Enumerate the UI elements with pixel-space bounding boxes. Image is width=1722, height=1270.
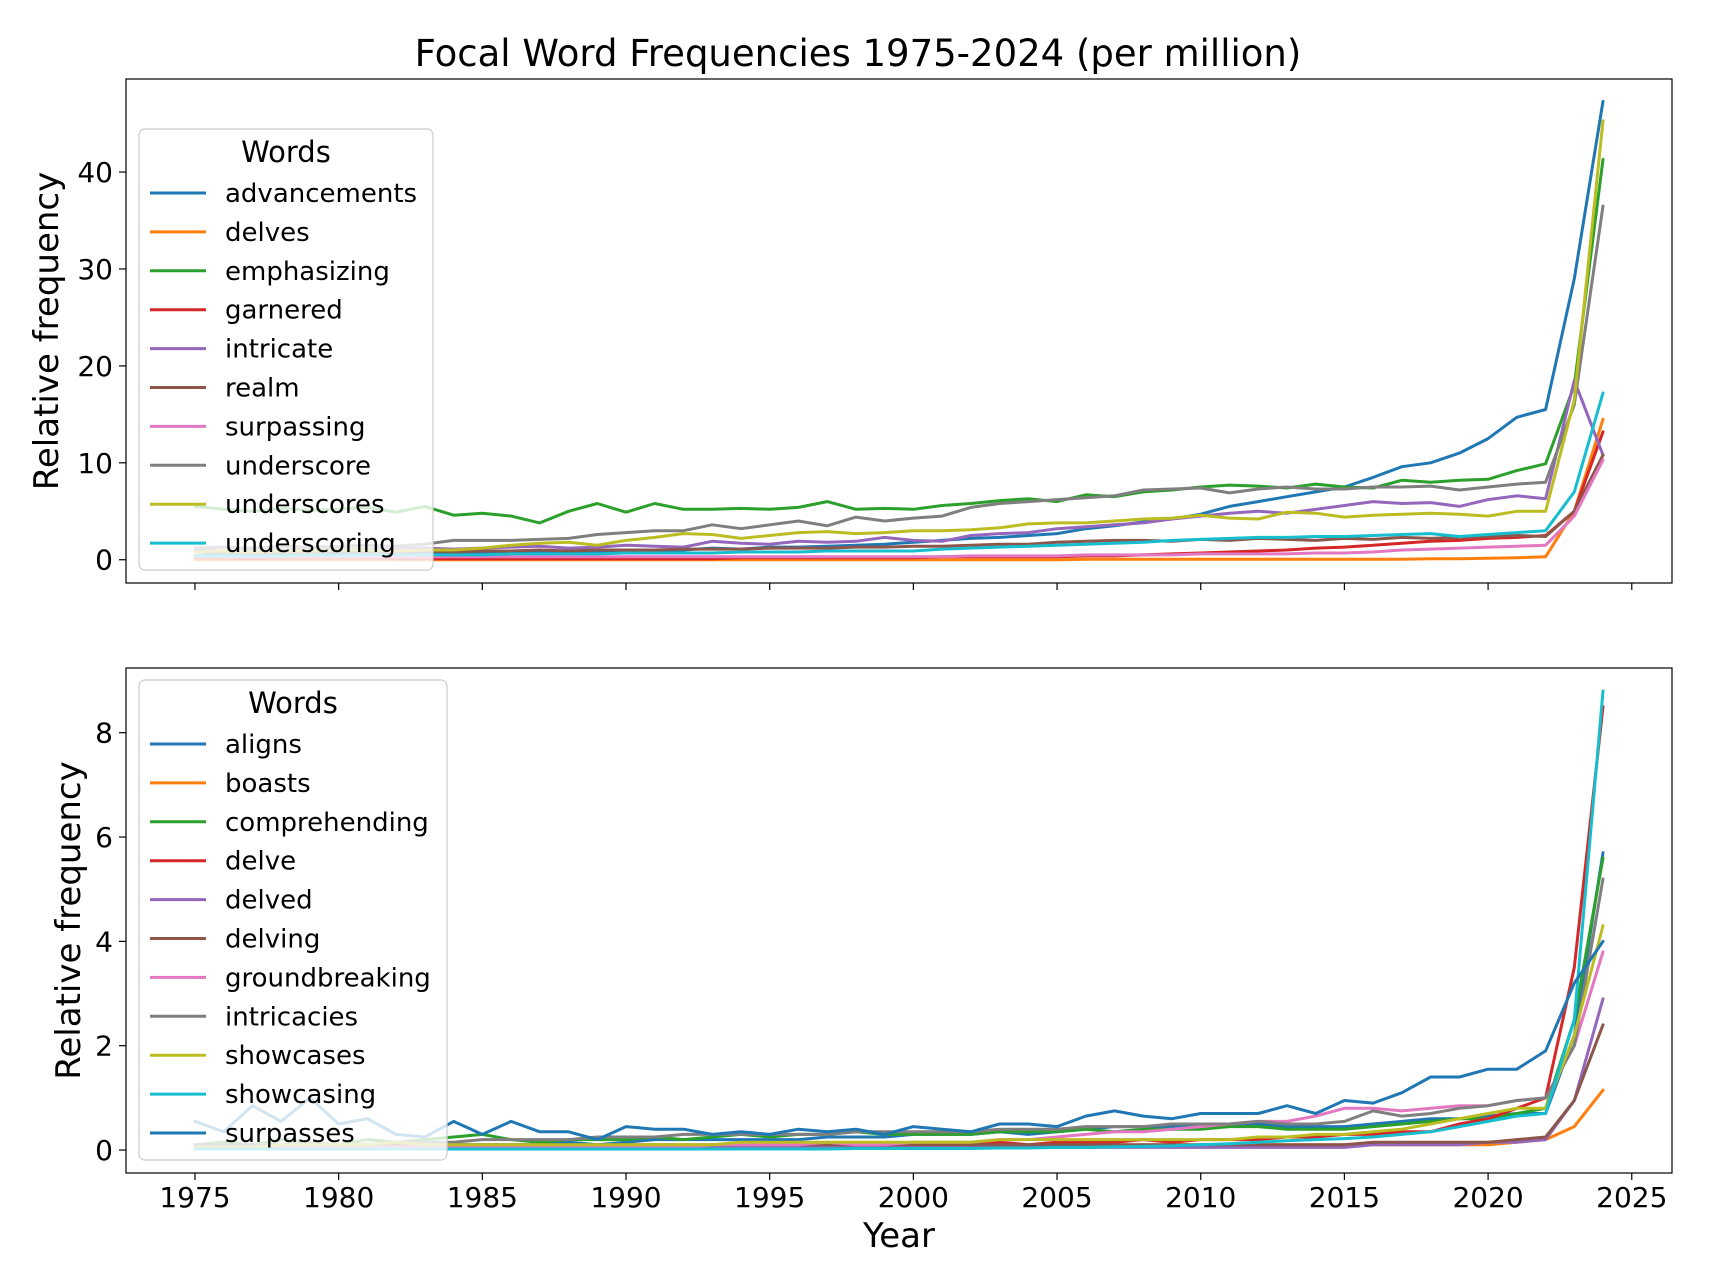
- legend-label-underscores: underscores: [225, 490, 385, 520]
- legend-label-surpasses: surpasses: [225, 1119, 355, 1149]
- legend-label-advancements: advancements: [225, 179, 417, 209]
- legend-label-intricate: intricate: [225, 335, 333, 365]
- legend-label-emphasizing: emphasizing: [225, 257, 390, 287]
- y-tick-label: 4: [95, 925, 113, 958]
- y-tick-label: 0: [95, 544, 113, 577]
- x-tick-label: 1980: [303, 1181, 374, 1214]
- x-axis-label: Year: [862, 1216, 935, 1256]
- legend-label-realm: realm: [225, 374, 300, 404]
- x-tick-label: 2005: [1021, 1181, 1092, 1214]
- y-tick-label: 0: [95, 1134, 113, 1167]
- legend-label-underscore: underscore: [225, 451, 371, 481]
- legend-label-delving: delving: [225, 925, 320, 955]
- top-panel: 0 10 20 30 40 Relative frequency Words advancem…: [27, 78, 1673, 590]
- legend-label-groundbreaking: groundbreaking: [225, 963, 431, 993]
- x-tick-label: 1975: [159, 1181, 230, 1214]
- legend-box: [138, 679, 448, 1161]
- y-tick-label: 40: [77, 156, 113, 189]
- x-tick-label: 1995: [734, 1181, 805, 1214]
- legend-title: Words: [248, 686, 338, 720]
- x-tick-label: 2020: [1452, 1181, 1523, 1214]
- axes-frame: [125, 667, 1673, 1174]
- x-tick-label: 1990: [590, 1181, 661, 1214]
- legend-label-comprehending: comprehending: [225, 808, 429, 838]
- legend-title: Words: [241, 135, 331, 169]
- x-tick-label: 1985: [447, 1181, 518, 1214]
- x-tick-label: 2015: [1309, 1181, 1380, 1214]
- bottom-panel: 1975 1980 1985 1990 1995 2000 2005 2010 2015 2020…: [49, 667, 1673, 1256]
- legend: Words advancements delves emphasizing garner…: [138, 128, 434, 571]
- legend-label-showcasing: showcasing: [225, 1080, 376, 1110]
- legend-label-delves: delves: [225, 218, 310, 248]
- y-tick-label: 2: [95, 1030, 113, 1063]
- legend-label-boasts: boasts: [225, 769, 311, 799]
- legend-label-delved: delved: [225, 886, 313, 916]
- legend-label-showcases: showcases: [225, 1041, 366, 1071]
- y-tick-label: 20: [77, 350, 113, 383]
- legend-box: [138, 128, 434, 571]
- legend-label-surpassing: surpassing: [225, 412, 365, 442]
- y-axis-label: Relative frequency: [49, 761, 89, 1079]
- legend-label-aligns: aligns: [225, 730, 302, 760]
- y-tick-label: 6: [95, 821, 113, 854]
- legend-label-intricacies: intricacies: [225, 1002, 358, 1032]
- legend: Words aligns boasts comprehending delve delve…: [138, 679, 448, 1161]
- legend-label-delve: delve: [225, 847, 296, 877]
- legend-label-underscoring: underscoring: [225, 529, 396, 559]
- chart-title: Focal Word Frequencies 1975-2024 (per mi…: [415, 32, 1302, 75]
- y-tick-label: 8: [95, 717, 113, 750]
- axes-frame: [125, 78, 1673, 584]
- y-axis-label: Relative frequency: [27, 172, 67, 490]
- x-tick-label: 2000: [878, 1181, 949, 1214]
- x-tick-label: 2010: [1165, 1181, 1236, 1214]
- y-tick-label: 10: [77, 447, 113, 480]
- legend-label-garnered: garnered: [225, 296, 343, 326]
- x-tick-label: 2025: [1596, 1181, 1667, 1214]
- y-tick-label: 30: [77, 253, 113, 286]
